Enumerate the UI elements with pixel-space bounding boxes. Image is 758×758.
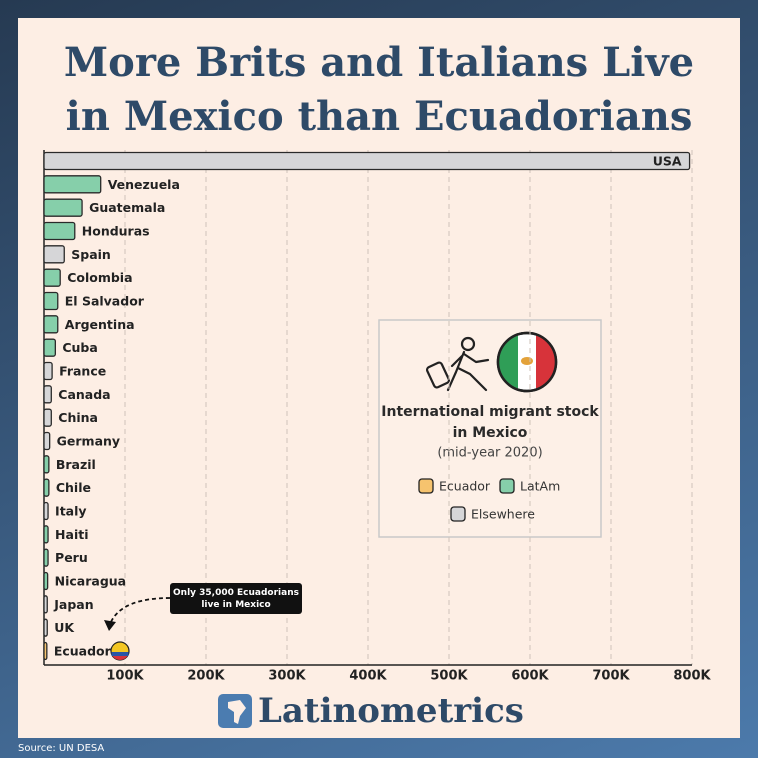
bar [43, 431, 51, 451]
logo-icon [218, 694, 252, 728]
brand: Latinometrics [258, 691, 524, 731]
x-tick-label: 800K [673, 669, 711, 684]
x-tick-label: 400K [349, 669, 387, 684]
bar-label: Japan [53, 597, 93, 612]
bar-label: Argentina [65, 317, 135, 332]
legend-swatch [418, 478, 434, 494]
bar-label: Cuba [62, 340, 97, 355]
bar-label: USA [653, 154, 682, 169]
bar [43, 525, 49, 544]
legend-swatch [499, 478, 515, 494]
annotation-arrow [109, 597, 171, 625]
bar [43, 641, 48, 661]
legend-subtitle: (mid-year 2020) [437, 446, 542, 461]
bar [43, 595, 48, 614]
x-tick-label: 500K [430, 669, 468, 684]
bar-label: Canada [58, 387, 110, 402]
bar-label: Chile [56, 480, 91, 495]
bar-label: Brazil [56, 457, 96, 472]
bar [43, 198, 83, 217]
bar-label: France [59, 364, 106, 379]
bar-label: El Salvador [65, 294, 145, 309]
bar [43, 501, 49, 521]
x-tick-label: 200K [187, 669, 225, 684]
bar-label: Ecuador [54, 644, 112, 659]
bar-label: Honduras [82, 224, 150, 239]
bar [43, 548, 49, 567]
x-tick-label: 300K [268, 669, 306, 684]
chart-title: More Brits and Italians Live in Mexico t… [63, 39, 695, 140]
legend-label: Ecuador [439, 479, 491, 494]
traveler-icon [425, 336, 490, 392]
bar [43, 338, 56, 357]
bar [43, 151, 691, 171]
bar [43, 455, 50, 474]
mexico-flag [496, 331, 558, 393]
bar-label: UK [54, 620, 75, 635]
x-tick-label: 100K [106, 669, 144, 684]
x-tick-label: 700K [592, 669, 630, 684]
bar [43, 385, 52, 404]
bar-label: Haiti [55, 527, 88, 542]
bar-label: China [58, 410, 98, 425]
bar-label: Italy [55, 504, 87, 519]
legend-title: International migrant stock in Mexico [381, 404, 599, 441]
bar-label: Peru [55, 550, 88, 565]
flag-red [112, 656, 128, 661]
bar [43, 571, 49, 591]
bar-label: Germany [57, 434, 120, 449]
plot [124, 150, 693, 665]
legend-label: Elsewhere [471, 507, 535, 522]
bar [43, 245, 65, 264]
arrow-head [104, 620, 116, 631]
bar [43, 408, 52, 427]
legend-label: LatAm [520, 479, 560, 494]
x-tick-label: 600K [511, 669, 549, 684]
flag-blue [111, 652, 129, 656]
legend-swatch [450, 506, 466, 522]
source: Source: UN DESA [18, 743, 104, 754]
bar [43, 291, 59, 311]
bar [43, 361, 53, 381]
bar [43, 175, 102, 194]
bar-label: Nicaragua [55, 574, 126, 589]
bar-label: Colombia [67, 270, 132, 285]
bar [43, 618, 48, 637]
bar [43, 268, 61, 287]
legend-box [378, 319, 602, 538]
bar [43, 478, 50, 497]
bar [43, 221, 76, 241]
bar-label: Spain [71, 247, 111, 262]
bar-label: Venezuela [108, 177, 180, 192]
bar-label: Guatemala [89, 200, 165, 215]
bar [43, 315, 59, 334]
annotation: Only 35,000 Ecuadorians live in Mexico [170, 583, 302, 614]
ecuador-flag [110, 641, 130, 661]
